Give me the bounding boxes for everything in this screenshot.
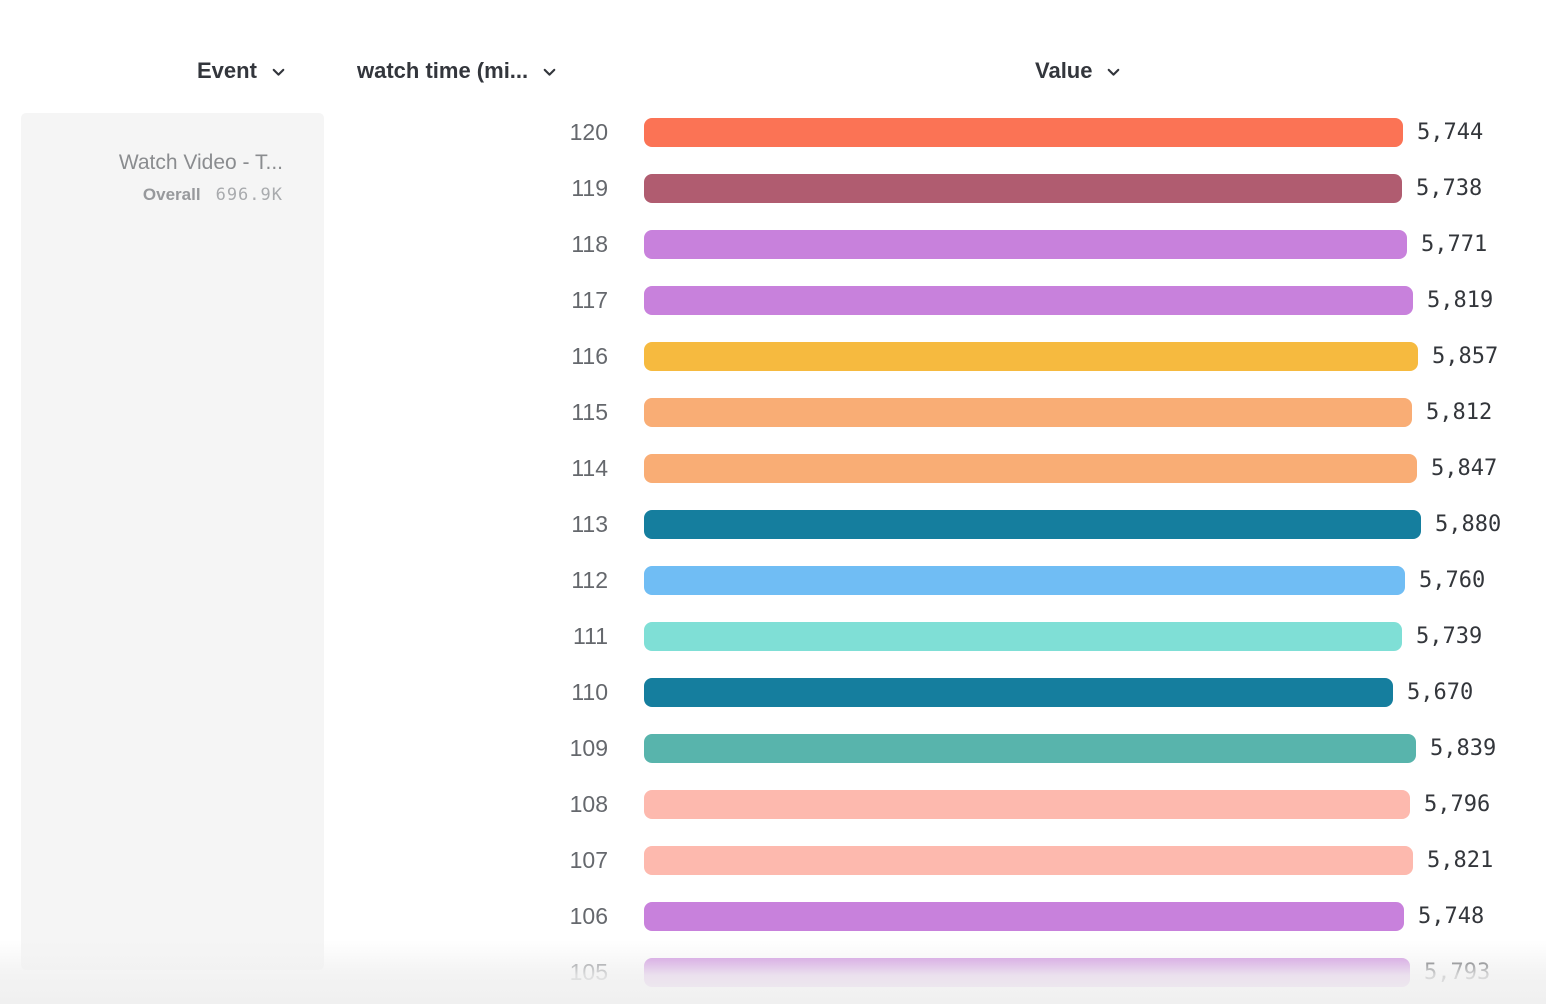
bar-value-label: 5,771 [1421,231,1488,257]
bar-segment[interactable] [644,117,1403,147]
bar-row: 116 5,857 [540,328,1501,384]
bar-segment[interactable] [644,341,1418,371]
bar-row: 108 5,796 [540,776,1501,832]
bar-category-label: 119 [571,174,608,201]
chevron-down-icon [1105,64,1122,81]
bar-category-label: 106 [569,902,608,929]
bar-value-label: 5,739 [1416,623,1483,649]
overall-label: Overall [142,185,201,205]
bar-value-label: 5,744 [1417,119,1484,145]
bar-value-label: 5,760 [1419,567,1486,593]
bar-value-label: 5,819 [1427,287,1494,313]
bar-category-label: 110 [571,678,608,705]
bar-row: 109 5,839 [540,720,1501,776]
bar-value-label: 5,793 [1424,959,1491,985]
chevron-down-icon [541,64,558,81]
bar-category-label: 118 [571,230,608,257]
bar-value-label: 5,847 [1431,455,1498,481]
bar-row: 111 5,739 [540,608,1501,664]
bar-category-label: 115 [571,398,608,425]
bar-value-label: 5,670 [1407,679,1474,705]
bar-category-label: 113 [571,510,608,537]
bar-segment[interactable] [644,397,1412,427]
bar-row: 106 5,748 [540,888,1501,944]
bar-row: 118 5,771 [540,216,1501,272]
overall-total-value: 696.9K [215,185,283,206]
bar-value-label: 5,812 [1426,399,1493,425]
bar-row: 115 5,812 [540,384,1501,440]
bar-row: 120 5,744 [540,104,1501,160]
column-header-value-label: Value [1035,58,1093,83]
bar-row: 113 5,880 [540,496,1501,552]
bar-segment[interactable] [644,621,1402,651]
bar-segment[interactable] [644,789,1410,819]
overall-row: Overall 696.9K [41,185,283,205]
bar-row: 112 5,760 [540,552,1501,608]
bar-value-label: 5,748 [1418,903,1485,929]
bar-value-label: 5,796 [1424,791,1491,817]
chevron-down-icon [270,64,287,81]
bar-category-label: 117 [571,286,608,313]
bar-value-label: 5,738 [1416,175,1483,201]
bar-category-label: 114 [571,454,608,481]
bar-segment[interactable] [644,229,1407,259]
bar-segment[interactable] [644,173,1402,203]
bar-row: 119 5,738 [540,160,1501,216]
column-header-watch-time[interactable]: watch time (mi... [357,58,558,84]
bar-row: 117 5,819 [540,272,1501,328]
column-header-event-label: Event [197,58,257,83]
bar-segment[interactable] [644,677,1393,707]
bar-category-label: 105 [569,958,608,985]
bar-category-label: 120 [569,118,608,145]
bar-segment[interactable] [644,509,1421,539]
bar-category-label: 107 [569,846,608,873]
bar-value-label: 5,880 [1435,511,1502,537]
bar-segment[interactable] [644,845,1413,875]
bar-segment[interactable] [644,453,1417,483]
bar-row: 114 5,847 [540,440,1501,496]
bar-category-label: 109 [569,734,608,761]
bar-segment[interactable] [644,285,1413,315]
column-header-event[interactable]: Event [197,58,287,84]
bar-category-label: 111 [573,622,608,649]
bar-row: 105 5,793 [540,944,1501,1000]
bar-category-label: 108 [569,790,608,817]
column-header-value[interactable]: Value [1035,58,1122,84]
bar-value-label: 5,857 [1432,343,1499,369]
bar-segment[interactable] [644,733,1416,763]
bar-category-label: 112 [571,566,608,593]
event-card[interactable]: Watch Video - T... Overall 696.9K [21,113,324,970]
bar-segment[interactable] [644,957,1410,987]
column-header-watch-time-label: watch time (mi... [357,58,529,83]
bar-segment[interactable] [644,901,1404,931]
bar-category-label: 116 [571,342,608,369]
bar-chart-rows: 120 5,744 119 5,738 118 5,771 117 5,819 116 5,857… [540,104,1501,1000]
bar-segment[interactable] [644,565,1405,595]
event-name: Watch Video - T... [118,151,283,174]
bar-value-label: 5,821 [1427,847,1494,873]
bar-row: 107 5,821 [540,832,1501,888]
bar-row: 110 5,670 [540,664,1501,720]
bar-value-label: 5,839 [1430,735,1497,761]
